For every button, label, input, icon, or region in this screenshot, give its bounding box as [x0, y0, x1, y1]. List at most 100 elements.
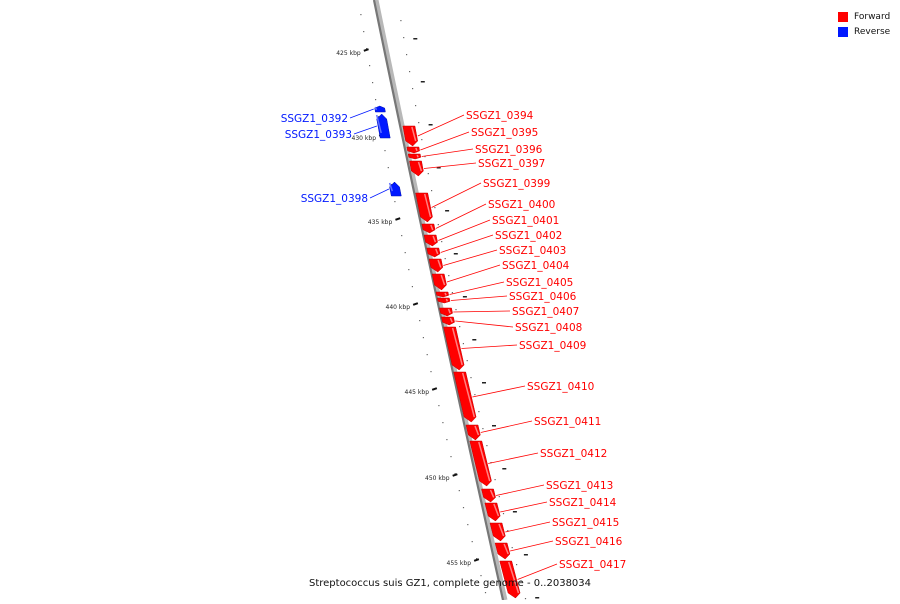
- scale-dot: [406, 54, 408, 56]
- scale-dot: [471, 541, 473, 543]
- scale-tick: [412, 302, 419, 306]
- scale-tick: [395, 217, 401, 221]
- scale-dot: [404, 252, 406, 254]
- scale-dot: [418, 122, 420, 124]
- scale-minor-tick: [512, 511, 517, 513]
- scale-tick: [431, 387, 438, 391]
- scale-dot: [375, 99, 377, 101]
- scale-minor-tick: [523, 554, 528, 556]
- gene-label[interactable]: SSGZ1_0393: [285, 129, 352, 141]
- gene-arrow-highlight: [444, 292, 447, 296]
- scale-tick: [452, 473, 458, 477]
- gene-leader-line: [440, 234, 494, 253]
- gene-arrow-highlight: [507, 561, 520, 594]
- scale-tick-label: 425 kbp: [336, 50, 361, 57]
- scale-dot: [408, 269, 410, 271]
- gene-label[interactable]: SSGZ1_0406: [509, 291, 577, 303]
- scale-dot: [401, 235, 403, 237]
- gene-label[interactable]: SSGZ1_0399: [483, 178, 550, 190]
- gene-label[interactable]: SSGZ1_0403: [499, 245, 566, 257]
- gene-arrow-highlight: [503, 543, 509, 555]
- scale-minor-tick: [453, 253, 458, 255]
- gene-label[interactable]: SSGZ1_0397: [478, 158, 545, 170]
- gene-arrow-highlight: [375, 114, 382, 134]
- gene-arrow-forward[interactable]: [443, 326, 465, 371]
- legend-label-forward: Forward: [854, 11, 891, 22]
- gene-label[interactable]: SSGZ1_0396: [475, 144, 543, 156]
- scale-dot: [450, 456, 452, 458]
- scale-dot: [403, 37, 405, 39]
- scale-dot: [454, 473, 456, 475]
- scale-dot: [446, 439, 448, 441]
- gene-label[interactable]: SSGZ1_0392: [281, 113, 348, 125]
- gene-arrow-highlight: [440, 274, 446, 286]
- gene-label[interactable]: SSGZ1_0398: [301, 193, 368, 205]
- scale-dot: [451, 292, 453, 294]
- scale-minor-tick: [482, 382, 486, 384]
- scale-dot: [378, 116, 380, 118]
- gene-leader-line: [510, 540, 554, 552]
- scale-dot: [415, 105, 417, 107]
- gene-arrow-highlight: [478, 441, 491, 482]
- gene-label[interactable]: SSGZ1_0402: [495, 230, 562, 242]
- gene-label[interactable]: SSGZ1_0408: [515, 322, 582, 334]
- scale-dot: [363, 31, 365, 33]
- gene-arrow-forward[interactable]: [489, 522, 506, 542]
- gene-arrow-forward[interactable]: [469, 440, 492, 487]
- gene-label[interactable]: SSGZ1_0414: [549, 497, 617, 509]
- scale-dot: [507, 530, 509, 532]
- gene-label[interactable]: SSGZ1_0407: [512, 306, 579, 318]
- scale-dot: [474, 394, 476, 396]
- gene-leader-line: [417, 114, 465, 137]
- gene-label[interactable]: SSGZ1_0416: [555, 536, 623, 548]
- gene-arrow-forward[interactable]: [415, 192, 433, 223]
- scale-tick: [363, 48, 369, 52]
- scale-dot: [511, 547, 513, 549]
- gene-label[interactable]: SSGZ1_0401: [492, 215, 559, 227]
- scale-dot: [459, 326, 461, 328]
- gene-arrow-highlight: [498, 523, 505, 537]
- gene-arrow-forward[interactable]: [494, 542, 511, 560]
- gene-leader-line: [369, 188, 390, 199]
- gene-label[interactable]: SSGZ1_0405: [506, 277, 573, 289]
- gene-label[interactable]: SSGZ1_0412: [540, 448, 607, 460]
- gene-arrow-forward[interactable]: [453, 371, 477, 423]
- scale-dot: [437, 224, 439, 226]
- gene-label[interactable]: SSGZ1_0404: [502, 260, 570, 272]
- gene-leader-line: [472, 385, 526, 398]
- gene-label[interactable]: SSGZ1_0417: [559, 559, 626, 571]
- gene-leader-line: [500, 501, 548, 513]
- gene-label[interactable]: SSGZ1_0409: [519, 340, 586, 352]
- gene-arrow-highlight: [437, 259, 442, 268]
- gene-label[interactable]: SSGZ1_0395: [471, 127, 538, 139]
- gene-arrow-highlight: [411, 126, 417, 142]
- gene-label[interactable]: SSGZ1_0413: [546, 480, 613, 492]
- scale-dot: [438, 405, 440, 407]
- gene-features: [374, 105, 521, 599]
- gene-label[interactable]: SSGZ1_0400: [488, 199, 555, 211]
- gene-leader-line: [450, 295, 508, 301]
- legend-item-forward: Forward: [838, 9, 890, 24]
- gene-arrow-highlight: [374, 106, 378, 111]
- scale-dot: [467, 524, 469, 526]
- scale-dot: [455, 309, 457, 311]
- gene-arrow-forward[interactable]: [499, 560, 521, 599]
- gene-label[interactable]: SSGZ1_0411: [534, 416, 601, 428]
- scale-dot: [431, 190, 433, 192]
- gene-arrow-highlight: [447, 308, 451, 314]
- gene-arrow-highlight: [430, 224, 434, 231]
- gene-arrow-highlight: [474, 425, 480, 436]
- gene-label[interactable]: SSGZ1_0394: [466, 110, 534, 122]
- scale-minor-tick: [436, 167, 441, 169]
- legend-item-reverse: Reverse: [838, 24, 890, 39]
- gene-label[interactable]: SSGZ1_0410: [527, 381, 594, 393]
- gene-label[interactable]: SSGZ1_0415: [552, 517, 619, 529]
- scale-dot: [360, 14, 362, 16]
- gene-arrow-forward[interactable]: [402, 125, 418, 147]
- gene-arrow-forward[interactable]: [484, 502, 501, 522]
- scale-dot: [412, 88, 414, 90]
- gene-leader-line: [449, 281, 505, 295]
- gene-arrow-highlight: [388, 182, 394, 192]
- scale-dot: [480, 575, 482, 577]
- scale-tick-label: 445 kbp: [405, 389, 430, 396]
